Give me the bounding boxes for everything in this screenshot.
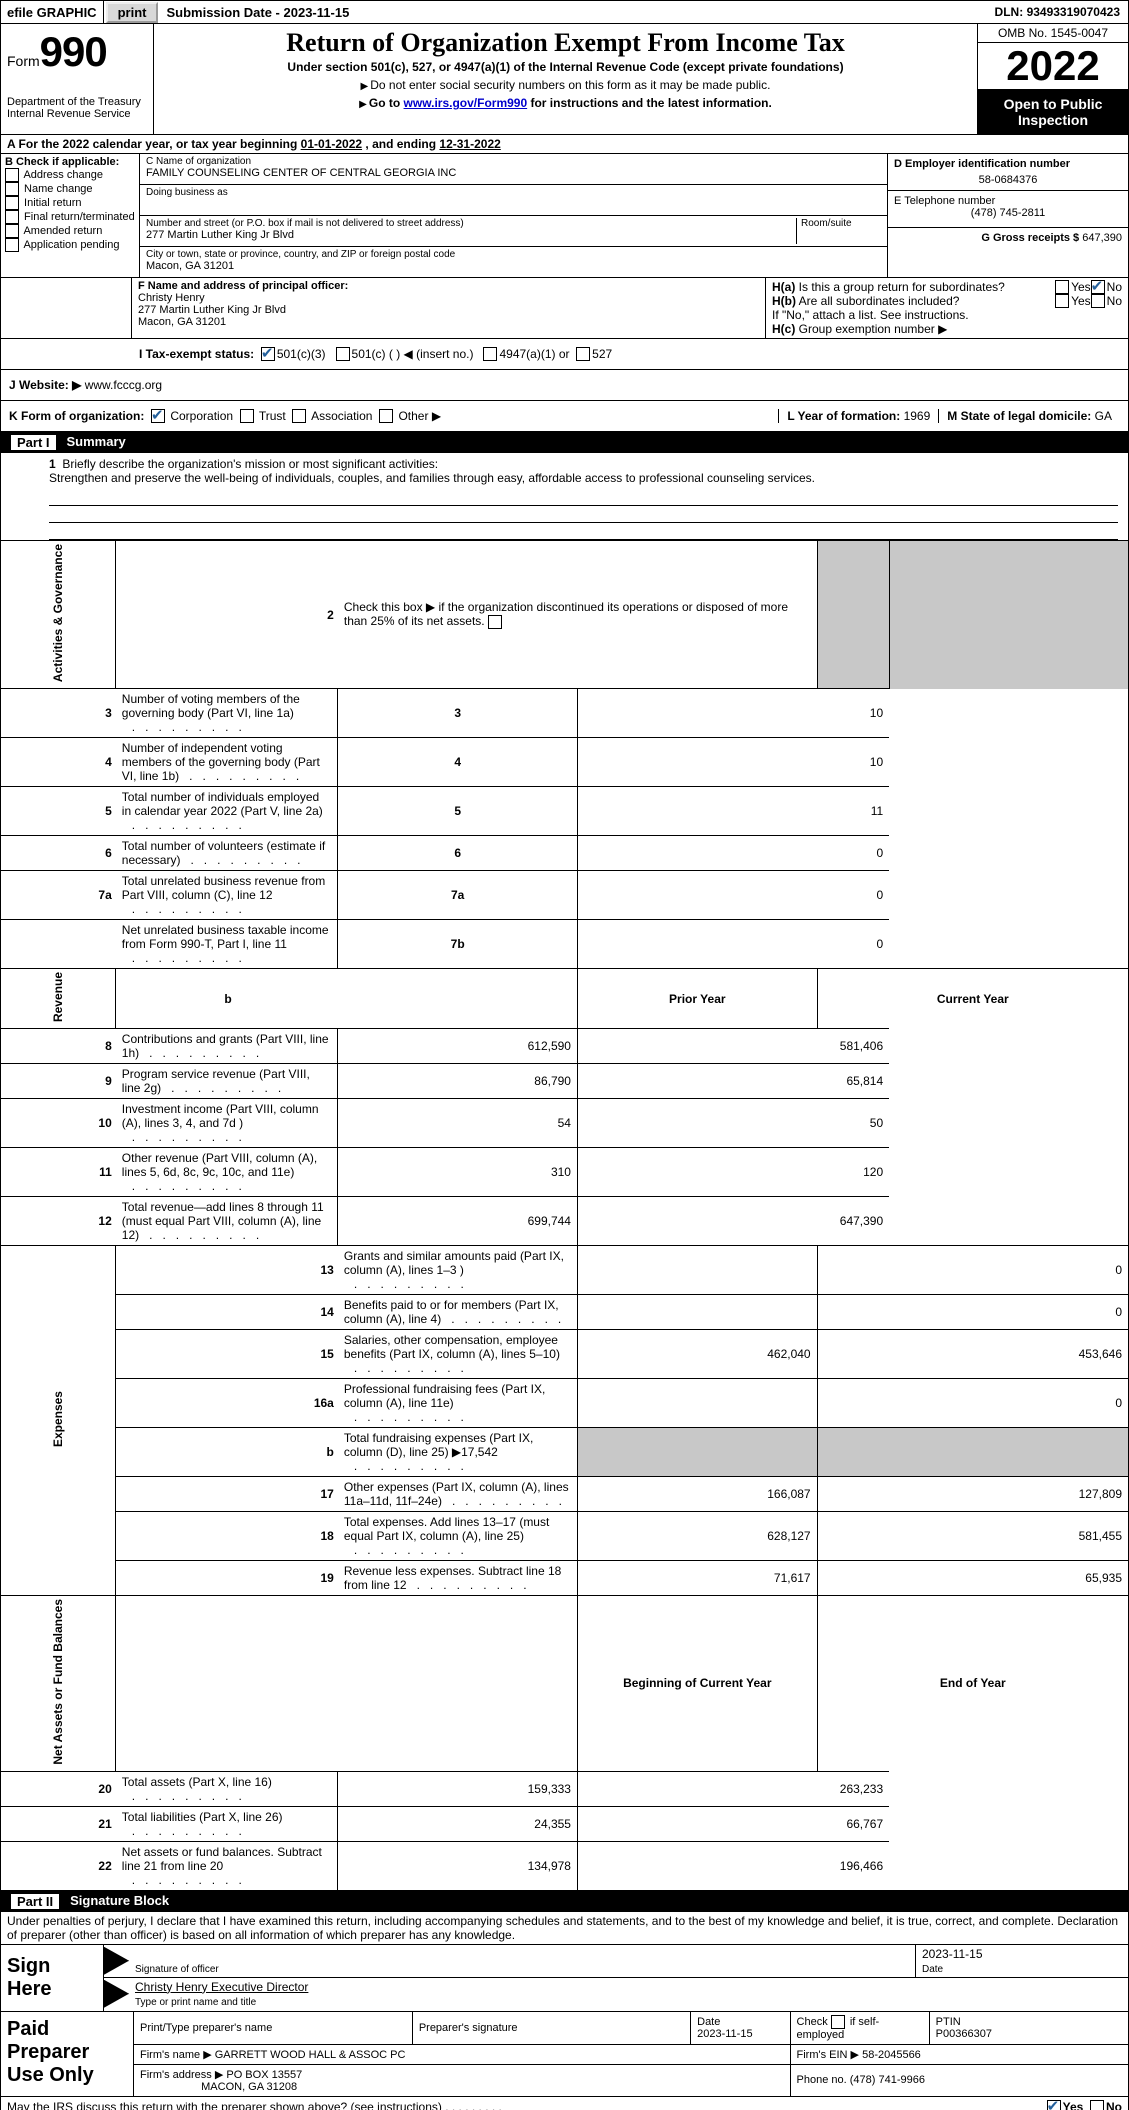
ein: 58-0684376 xyxy=(894,174,1122,186)
discuss-yes-checkbox[interactable] xyxy=(1047,2100,1061,2110)
col-b: B Check if applicable: Address change Na… xyxy=(1,154,139,277)
paid-preparer: Paid Preparer Use Only Print/Type prepar… xyxy=(0,2012,1129,2097)
efile-label: efile GRAPHIC xyxy=(1,1,104,23)
dln: DLN: 93493319070423 xyxy=(995,5,1128,19)
part1-body: 1 Briefly describe the organization's mi… xyxy=(0,453,1129,1891)
501c3-checkbox[interactable] xyxy=(261,347,275,361)
501c-checkbox[interactable] xyxy=(336,347,350,361)
principal-officer: F Name and address of principal officer:… xyxy=(131,278,765,338)
4947-checkbox[interactable] xyxy=(483,347,497,361)
block-fh: F Name and address of principal officer:… xyxy=(0,278,1129,339)
street: 277 Martin Luther King Jr Blvd xyxy=(146,229,796,241)
row-k: K Form of organization: Corporation Trus… xyxy=(0,401,1129,432)
colb-item: Application pending xyxy=(5,238,135,252)
colb-item: Final return/terminated xyxy=(5,210,135,224)
assoc-checkbox[interactable] xyxy=(292,409,306,423)
col-d: D Employer identification number 58-0684… xyxy=(888,154,1128,277)
form-title: Return of Organization Exempt From Incom… xyxy=(162,28,969,58)
ha-no-checkbox[interactable] xyxy=(1091,280,1105,294)
arrow-icon xyxy=(104,1980,129,2008)
block-h: H(a) Is this a group return for subordin… xyxy=(765,278,1128,338)
colb-item: Address change xyxy=(5,168,135,182)
org-info-block: B Check if applicable: Address change Na… xyxy=(0,154,1129,278)
colb-item: Name change xyxy=(5,182,135,196)
submission-date: Submission Date - 2023-11-15 xyxy=(160,1,355,23)
header-title-block: Return of Organization Exempt From Incom… xyxy=(154,24,977,134)
corp-checkbox[interactable] xyxy=(151,409,165,423)
part1-header: Part ISummary xyxy=(0,432,1129,453)
mission: Strengthen and preserve the well-being o… xyxy=(49,471,815,485)
colb-item: Amended return xyxy=(5,224,135,238)
line-a: A For the 2022 calendar year, or tax yea… xyxy=(0,135,1129,154)
other-checkbox[interactable] xyxy=(379,409,393,423)
website: www.fcccg.org xyxy=(85,378,162,392)
header-left: Form990 Department of the Treasury Inter… xyxy=(1,24,154,134)
form-header: Form990 Department of the Treasury Inter… xyxy=(0,24,1129,135)
gross-receipts: 647,390 xyxy=(1082,232,1122,244)
irs-discuss: May the IRS discuss this return with the… xyxy=(0,2097,1129,2110)
city: Macon, GA 31201 xyxy=(146,260,881,272)
527-checkbox[interactable] xyxy=(576,347,590,361)
header-right: OMB No. 1545-0047 2022 Open to Public In… xyxy=(977,24,1128,134)
row-j: J Website: ▶ www.fcccg.org xyxy=(0,370,1129,401)
col-c: C Name of organization FAMILY COUNSELING… xyxy=(139,154,888,277)
signature-block: Under penalties of perjury, I declare th… xyxy=(0,1912,1129,2012)
row-i: I Tax-exempt status: 501(c)(3) 501(c) ( … xyxy=(0,339,1129,370)
print-button[interactable]: print xyxy=(106,2,159,23)
discuss-no-checkbox[interactable] xyxy=(1090,2100,1104,2110)
part2-header: Part IISignature Block xyxy=(0,1891,1129,1912)
hb-no-checkbox[interactable] xyxy=(1091,294,1105,308)
self-employed-checkbox[interactable] xyxy=(831,2015,845,2029)
trust-checkbox[interactable] xyxy=(240,409,254,423)
irs-link[interactable]: www.irs.gov/Form990 xyxy=(404,96,528,110)
arrow-icon xyxy=(104,1947,129,1975)
hb-yes-checkbox[interactable] xyxy=(1055,294,1069,308)
ha-yes-checkbox[interactable] xyxy=(1055,280,1069,294)
telephone: (478) 745-2811 xyxy=(894,207,1122,219)
colb-item: Initial return xyxy=(5,196,135,210)
l2-checkbox[interactable] xyxy=(488,615,502,629)
org-name: FAMILY COUNSELING CENTER OF CENTRAL GEOR… xyxy=(146,167,881,179)
topbar: efile GRAPHIC print Submission Date - 20… xyxy=(0,0,1129,24)
